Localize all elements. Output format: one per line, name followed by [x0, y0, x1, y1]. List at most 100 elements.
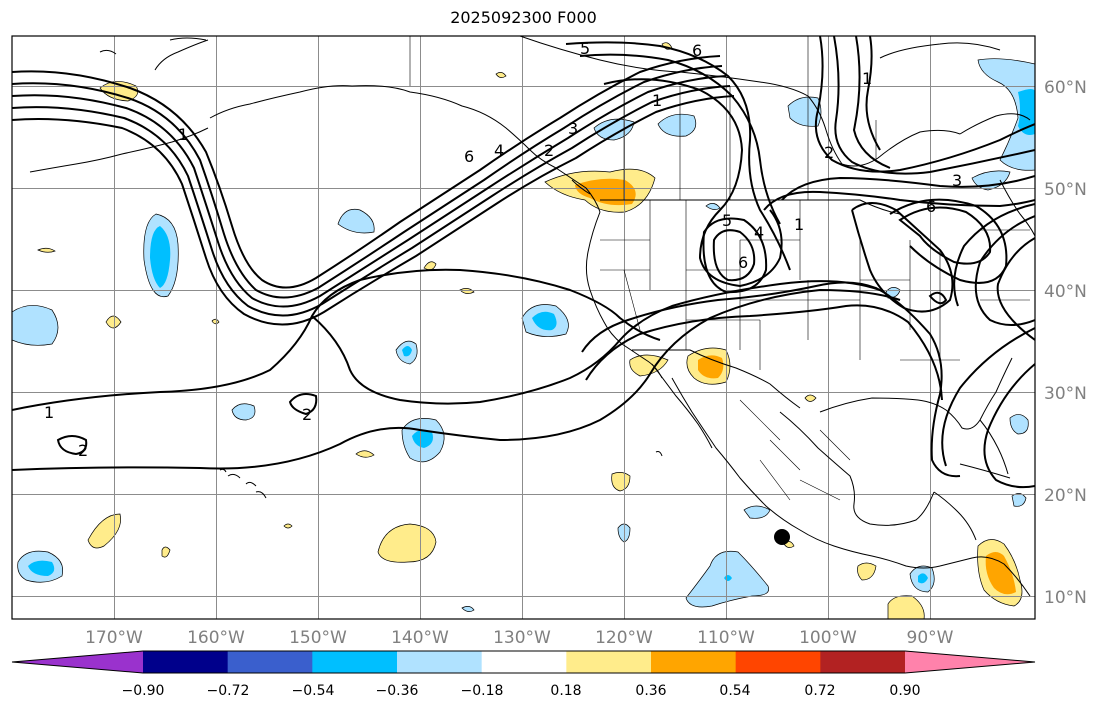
- colorbar-tick-label: −0.36: [376, 683, 419, 699]
- contour-label: 2: [544, 141, 554, 160]
- longitude-label: 160°W: [187, 628, 245, 648]
- coastline-alaska: [154, 39, 601, 213]
- latitude-label: 50°N: [1044, 180, 1087, 200]
- contour-line: [288, 393, 318, 416]
- contour-label: 6: [692, 41, 702, 60]
- longitude-label: 140°W: [391, 628, 449, 648]
- latitude-axis: 60°N 50°N 40°N 30°N 20°N 10°N: [1044, 78, 1087, 608]
- contour-line: [581, 281, 961, 478]
- colorbar-tick-label: 0.36: [635, 683, 666, 699]
- negative-area: [787, 96, 822, 127]
- coastline-baja: [651, 363, 941, 569]
- contour-line: [928, 291, 948, 305]
- contour-line: [702, 217, 768, 294]
- colorbar-tick-label: 0.18: [550, 683, 581, 699]
- positive-area: [377, 523, 437, 563]
- colorbar-tick-label: 0.54: [719, 683, 750, 699]
- map-background: [12, 36, 1035, 619]
- positive-area: [857, 562, 877, 581]
- contour-line: [814, 36, 1035, 173]
- contour-label: 2: [78, 441, 88, 460]
- graticule: [12, 36, 1035, 619]
- longitude-label: 150°W: [289, 628, 347, 648]
- coastline-aleutians: [29, 127, 209, 173]
- colorbar-swatch: [227, 651, 313, 673]
- contour-label: 1: [652, 91, 662, 110]
- contour-label: 6: [926, 197, 936, 216]
- coastline-islands: [99, 37, 663, 457]
- negative-area: [231, 403, 256, 421]
- colorbar-outline: [11, 650, 1036, 674]
- contour-label: 6: [738, 253, 748, 272]
- contour-label: 5: [580, 39, 590, 58]
- colorbar-tick-label: −0.18: [461, 683, 504, 699]
- colorbar-swatch: [143, 651, 229, 673]
- colorbar-swatch: [820, 651, 906, 673]
- longitude-label: 90°W: [907, 628, 954, 648]
- map-content: [12, 36, 1035, 619]
- contour-line: [603, 78, 783, 288]
- contour-line: [12, 75, 727, 308]
- colorbar-tick-label: 0.72: [804, 683, 835, 699]
- contour-label: 5: [722, 211, 732, 230]
- colorbar: −0.90 −0.72 −0.54 −0.36 −0.18 0.18 0.36 …: [11, 650, 1036, 699]
- colorbar-swatch: [481, 651, 567, 673]
- border-us-states: [600, 200, 1030, 370]
- latitude-label: 20°N: [1044, 486, 1087, 506]
- positive-area: [283, 523, 293, 529]
- coastline-central-america: [933, 491, 1031, 597]
- positive-area: [611, 472, 631, 492]
- contour-line: [851, 202, 954, 313]
- coastline-gulf: [779, 357, 1013, 526]
- positive-area: [355, 450, 375, 458]
- negative-area: [28, 560, 55, 576]
- positive-area: [804, 394, 817, 402]
- contour-line: [763, 190, 1035, 211]
- colorbar-tick-label: −0.90: [122, 683, 165, 699]
- border-us-canada: [600, 199, 901, 215]
- coastline-east-canada: [879, 42, 1035, 237]
- contour-label-group: 5 6 1 1 3 6 4 2 5 1 6 4 3 6 1 2 1 2 2: [44, 39, 962, 460]
- latitude-label: 60°N: [1044, 78, 1087, 98]
- contour-line: [12, 288, 901, 471]
- contour-line: [898, 206, 992, 265]
- contour-line: [781, 175, 1035, 201]
- border-us-mexico: [632, 349, 801, 409]
- contour-line: [565, 41, 791, 271]
- contour-line: [12, 268, 661, 411]
- longitude-label: 130°W: [493, 628, 551, 648]
- colorbar-tick-label: −0.54: [292, 683, 335, 699]
- contour-line: [56, 435, 88, 456]
- negative-area: [918, 573, 928, 584]
- latitude-label: 40°N: [1044, 282, 1087, 302]
- contour-label: 4: [494, 141, 504, 160]
- colorbar-swatch: [566, 651, 652, 673]
- positive-area: [495, 72, 507, 78]
- longitude-label: 110°W: [697, 628, 755, 648]
- contour-line: [852, 36, 891, 169]
- contour-line: [974, 215, 1035, 326]
- contour-label: 2: [302, 405, 312, 424]
- contour-line: [833, 36, 1035, 175]
- coastlines: [29, 36, 1035, 597]
- longitude-label: 100°W: [799, 628, 857, 648]
- contour-label: 3: [952, 171, 962, 190]
- contour-label: 4: [754, 223, 764, 242]
- latitude-label: 10°N: [1044, 588, 1087, 608]
- positive-area: [985, 552, 1016, 595]
- contour-line: [585, 304, 943, 401]
- contour-line: [889, 198, 1008, 284]
- contour-line: [12, 65, 723, 299]
- negative-area: [1011, 493, 1027, 507]
- border-canada-provinces: [409, 36, 877, 200]
- latitude-label: 30°N: [1044, 384, 1087, 404]
- border-mexico-states: [739, 399, 851, 501]
- contour-label: 6: [464, 147, 474, 166]
- storm-center-dot: [774, 529, 790, 545]
- colorbar-swatch: [651, 651, 737, 673]
- contour-label: 1: [178, 125, 188, 144]
- contour-line: [311, 280, 881, 405]
- contour-line: [953, 203, 1035, 307]
- coastline-us-west: [585, 211, 663, 379]
- contour-label: 3: [568, 119, 578, 138]
